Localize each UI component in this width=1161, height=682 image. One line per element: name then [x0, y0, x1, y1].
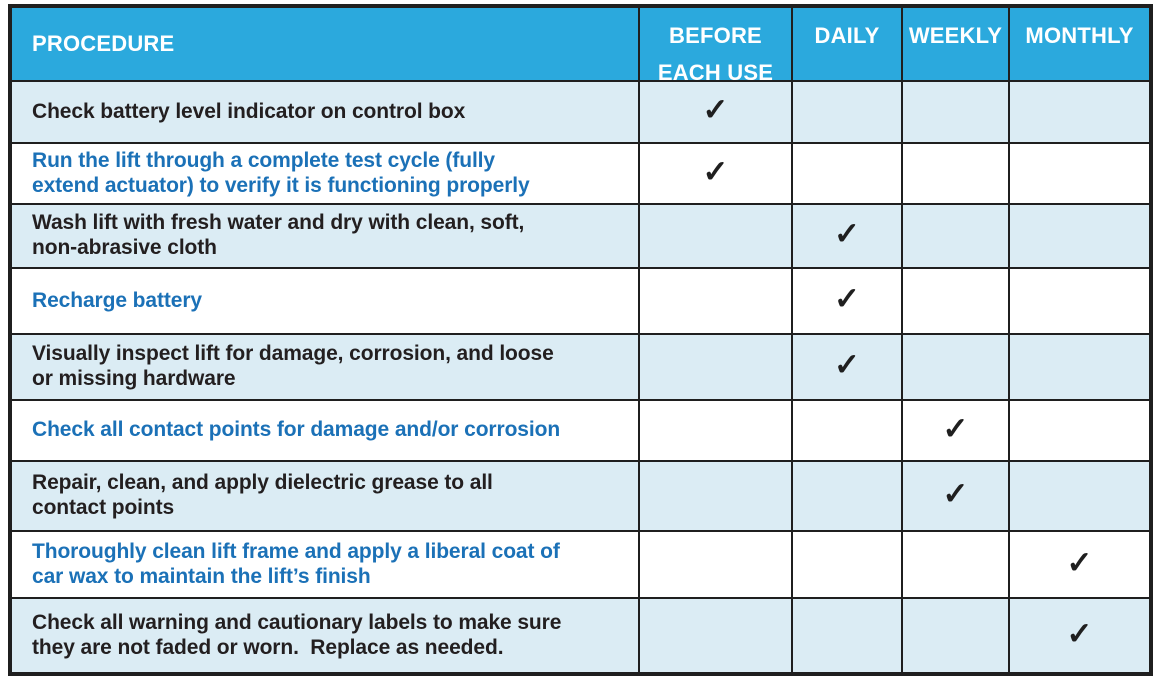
before-each-use-check-cell	[640, 205, 793, 269]
daily-check-cell: ✓	[793, 269, 903, 335]
procedure-cell: Check all warning and cautionary labels …	[12, 599, 640, 672]
procedure-cell: Check all contact points for damage and/…	[12, 401, 640, 462]
weekly-check-cell	[903, 335, 1010, 401]
check-icon: ✓	[942, 476, 969, 511]
monthly-check-cell	[1010, 82, 1149, 144]
daily-check-cell: ✓	[793, 335, 903, 401]
check-icon: ✓	[1066, 615, 1093, 651]
daily-check-cell	[793, 144, 903, 205]
weekly-check-cell	[903, 82, 1010, 144]
procedure-cell: Visually inspect lift for damage, corros…	[12, 335, 640, 401]
check-icon: ✓	[702, 153, 729, 189]
before-each-use-check-cell: ✓	[640, 144, 793, 205]
procedure-cell: Recharge battery	[12, 269, 640, 335]
weekly-check-cell	[903, 205, 1010, 269]
weekly-check-cell: ✓	[903, 401, 1010, 462]
monthly-check-cell	[1010, 335, 1149, 401]
check-icon: ✓	[834, 347, 860, 382]
monthly-check-cell	[1010, 144, 1149, 205]
before-each-use-check-cell	[640, 532, 793, 599]
procedure-cell: Thoroughly clean lift frame and apply a …	[12, 532, 640, 599]
daily-check-cell	[793, 462, 903, 532]
check-icon: ✓	[1066, 544, 1093, 580]
column-header-daily: DAILY	[793, 8, 903, 82]
monthly-check-cell	[1010, 205, 1149, 269]
weekly-header-label: WEEKLY	[908, 23, 1003, 48]
monthly-check-cell	[1010, 269, 1149, 335]
monthly-check-cell: ✓	[1010, 532, 1149, 599]
weekly-check-cell	[903, 599, 1010, 672]
procedure-cell: Wash lift with fresh water and dry with …	[12, 205, 640, 269]
before-each-use-check-cell	[640, 269, 793, 335]
procedure-cell: Run the lift through a complete test cyc…	[12, 144, 640, 205]
maintenance-schedule-table: PROCEDURE BEFORE EACH USE DAILY WEEKLY MO…	[8, 4, 1153, 676]
before-each-use-check-cell	[640, 462, 793, 532]
daily-check-cell: ✓	[793, 205, 903, 269]
column-header-procedure: PROCEDURE	[12, 8, 640, 82]
before-each-use-check-cell	[640, 401, 793, 462]
weekly-check-cell	[903, 532, 1010, 599]
column-header-weekly: WEEKLY	[903, 8, 1010, 82]
monthly-check-cell: ✓	[1010, 599, 1149, 672]
check-icon: ✓	[834, 216, 860, 251]
daily-check-cell	[793, 82, 903, 144]
weekly-check-cell	[903, 144, 1010, 205]
before-each-use-check-cell: ✓	[640, 82, 793, 144]
check-icon: ✓	[834, 281, 860, 316]
column-header-monthly: MONTHLY	[1010, 8, 1149, 82]
monthly-check-cell	[1010, 462, 1149, 532]
procedure-header-label: PROCEDURE	[32, 31, 175, 56]
procedure-cell: Check battery level indicator on control…	[12, 82, 640, 144]
weekly-check-cell	[903, 269, 1010, 335]
daily-check-cell	[793, 599, 903, 672]
check-icon: ✓	[702, 92, 729, 127]
procedure-cell: Repair, clean, and apply dielectric grea…	[12, 462, 640, 532]
weekly-check-cell: ✓	[903, 462, 1010, 532]
monthly-check-cell	[1010, 401, 1149, 462]
table-grid: PROCEDURE BEFORE EACH USE DAILY WEEKLY MO…	[12, 8, 1149, 672]
column-header-before-each-use: BEFORE EACH USE	[640, 8, 793, 82]
daily-check-cell	[793, 401, 903, 462]
monthly-header-label: MONTHLY	[1025, 23, 1134, 48]
daily-header-label: DAILY	[814, 23, 880, 48]
before-each-use-header-label: BEFORE EACH USE	[657, 23, 774, 82]
check-icon: ✓	[942, 410, 969, 446]
before-each-use-check-cell	[640, 599, 793, 672]
daily-check-cell	[793, 532, 903, 599]
before-each-use-check-cell	[640, 335, 793, 401]
